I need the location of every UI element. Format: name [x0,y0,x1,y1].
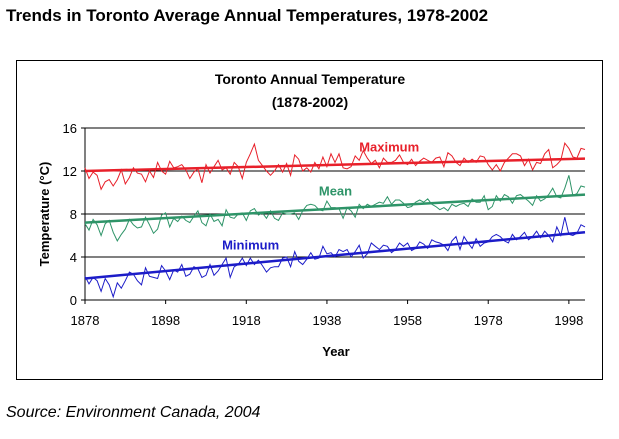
y-tick-label-12: 12 [63,164,77,179]
trend-line-mean [84,193,586,224]
source-note: Source: Environment Canada, 2004 [6,404,261,421]
x-tick-label-1938: 1938 [312,313,341,328]
series-label-mean: Mean [319,184,352,199]
x-tick-label-1918: 1918 [232,313,261,328]
x-axis-label: Year [322,344,349,359]
x-tick-label-1878: 1878 [71,313,100,328]
y-tick-label-8: 8 [70,207,77,222]
series-labels: Maximum Mean Minimum [222,140,419,253]
series-label-maximum: Maximum [359,140,419,155]
series-label-minimum: Minimum [222,237,279,252]
y-tick-label-16: 16 [63,121,77,136]
series-line-maximum [84,141,586,191]
x-tick-label-1978: 1978 [474,313,503,328]
axes: 0 4 8 12 16 1878 1898 1918 1938 1958 1978 1998 [63,121,585,328]
temperature-chart: Toronto Annual Temperature (1878-2002) T… [37,71,586,359]
page-heading: Trends in Toronto Average Annual Tempera… [6,6,489,25]
gridlines [85,127,585,301]
y-axis-label: Temperature (°C) [37,162,52,267]
chart-subtitle: (1878-2002) [272,94,348,110]
y-tick-label-4: 4 [70,250,77,265]
trend-line-maximum [84,157,586,173]
series-lines [84,141,586,299]
x-tick-label-1898: 1898 [151,313,180,328]
x-tick-label-1998: 1998 [554,313,583,328]
trend-lines [84,157,586,280]
trend-line-minimum [84,231,586,280]
x-tick-label-1958: 1958 [393,313,422,328]
y-tick-label-0: 0 [70,293,77,308]
series-line-minimum [84,217,586,299]
chart-title: Toronto Annual Temperature [215,71,406,87]
chart-frame [16,60,603,380]
